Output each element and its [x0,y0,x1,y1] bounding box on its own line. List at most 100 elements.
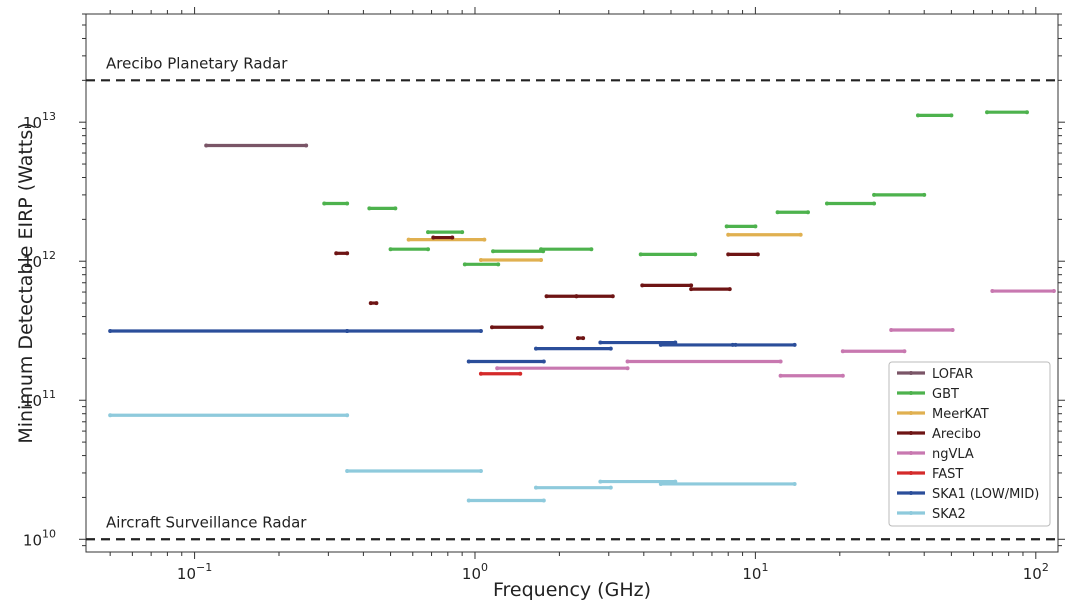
data-segment-endpoint [608,346,613,351]
data-segment-endpoint [922,192,927,197]
reference-line-label: Arecibo Planetary Radar [106,54,288,72]
data-segment-endpoint [345,468,350,473]
data-segment-endpoint [374,301,379,306]
data-segment-endpoint [431,235,436,240]
data-segment-endpoint [625,366,630,371]
data-segment-endpoint [426,230,431,235]
data-segment-endpoint [792,481,797,486]
data-segment-endpoint [658,481,663,486]
data-segment-endpoint [478,258,483,263]
data-segment-endpoint [541,498,546,503]
x-tick-exponent: 1 [761,561,768,574]
data-segment-endpoint [533,485,538,490]
data-segment-endpoint [872,192,877,197]
data-segment-endpoint [304,143,309,148]
data-segment-endpoint [334,251,339,256]
data-segment-endpoint [915,113,920,118]
x-tick-label: 102 [1023,561,1049,583]
legend-box [888,361,1051,527]
data-segment-endpoint [608,485,613,490]
data-segment-endpoint [755,252,760,257]
data-segment-endpoint [368,301,373,306]
data-segment-endpoint [753,224,758,229]
data-segment-endpoint [322,201,327,206]
data-segment-endpoint [345,201,350,206]
data-segment-endpoint [726,252,731,257]
y-tick-base: 10 [23,114,42,132]
legend-label: ngVLA [932,447,974,462]
data-segment-endpoint [610,294,615,299]
data-segment-endpoint [581,336,586,341]
data-segment-endpoint [491,249,496,254]
y-tick-base: 10 [23,392,42,410]
data-segment-endpoint [478,328,483,333]
data-segment-endpoint [730,342,735,347]
x-tick-base: 10 [177,565,196,583]
data-segment-endpoint [598,340,603,345]
legend-label: SKA1 (LOW/MID) [932,487,1039,502]
y-tick-exponent: 10 [42,527,56,540]
legend-swatch-marker [909,431,913,435]
data-segment-endpoint [889,328,894,333]
data-segment-endpoint [345,251,350,256]
data-segment-endpoint [466,359,471,364]
legend-label: Arecibo [932,427,981,442]
data-segment-endpoint [726,232,731,237]
legend-swatch-marker [909,411,913,415]
data-segment-endpoint [840,373,845,378]
x-axis-title: Frequency (GHz) [493,579,651,601]
legend-label: LOFAR [932,367,973,382]
y-tick-label: 1012 [23,249,56,271]
data-segment-endpoint [541,359,546,364]
data-segment-endpoint [693,252,698,257]
data-segment-endpoint [450,235,455,240]
data-segment-endpoint [950,328,955,333]
data-segment-endpoint [539,325,544,330]
data-segment-endpoint [518,371,523,376]
legend-label: SKA2 [932,507,966,522]
legend-swatch-marker [909,471,913,475]
data-segment-endpoint [108,328,113,333]
x-tick-label: 100 [462,561,488,583]
data-segment-endpoint [689,287,694,292]
x-tick-label: 101 [742,561,768,583]
y-tick-base: 10 [23,531,42,549]
series-group [108,328,797,364]
reference-lines: Arecibo Planetary Radar Aircraft Surveill… [86,54,1058,541]
data-segment-endpoint [462,262,467,267]
series-group [108,413,797,503]
data-segment-endpoint [775,210,780,215]
series-group [478,371,523,376]
data-segment-endpoint [426,247,431,252]
x-tick-base: 10 [462,565,481,583]
data-segment-endpoint [798,232,803,237]
data-segment-endpoint [902,349,907,354]
data-segment-endpoint [805,210,810,215]
data-segment-endpoint [490,325,495,330]
legend-swatch-marker [909,511,913,515]
data-segment-endpoint [1051,289,1056,294]
data-segment-endpoint [367,206,372,211]
data-segment-endpoint [393,206,398,211]
legend-swatch-marker [909,391,913,395]
data-segment-endpoint [575,336,580,341]
x-tick-exponent: 0 [481,561,488,574]
data-segment-endpoint [658,342,663,347]
series-group [406,232,803,263]
data-segment-endpoint [689,283,694,288]
data-segment-endpoint [727,287,732,292]
data-segment-endpoint [478,468,483,473]
legend-label: MeerKAT [932,407,989,422]
x-tick-exponent: 2 [1042,561,1049,574]
y-axis-title: Minimum Detectable EIRP (Watts) [15,122,37,443]
y-tick-label: 1013 [23,110,56,132]
series-group [334,235,760,341]
y-tick-exponent: 11 [42,388,56,401]
data-segment-endpoint [108,413,113,418]
data-segment-endpoint [724,224,729,229]
data-segment-endpoint [460,230,465,235]
data-segment-endpoint [345,413,350,418]
legend-swatch-marker [909,371,913,375]
